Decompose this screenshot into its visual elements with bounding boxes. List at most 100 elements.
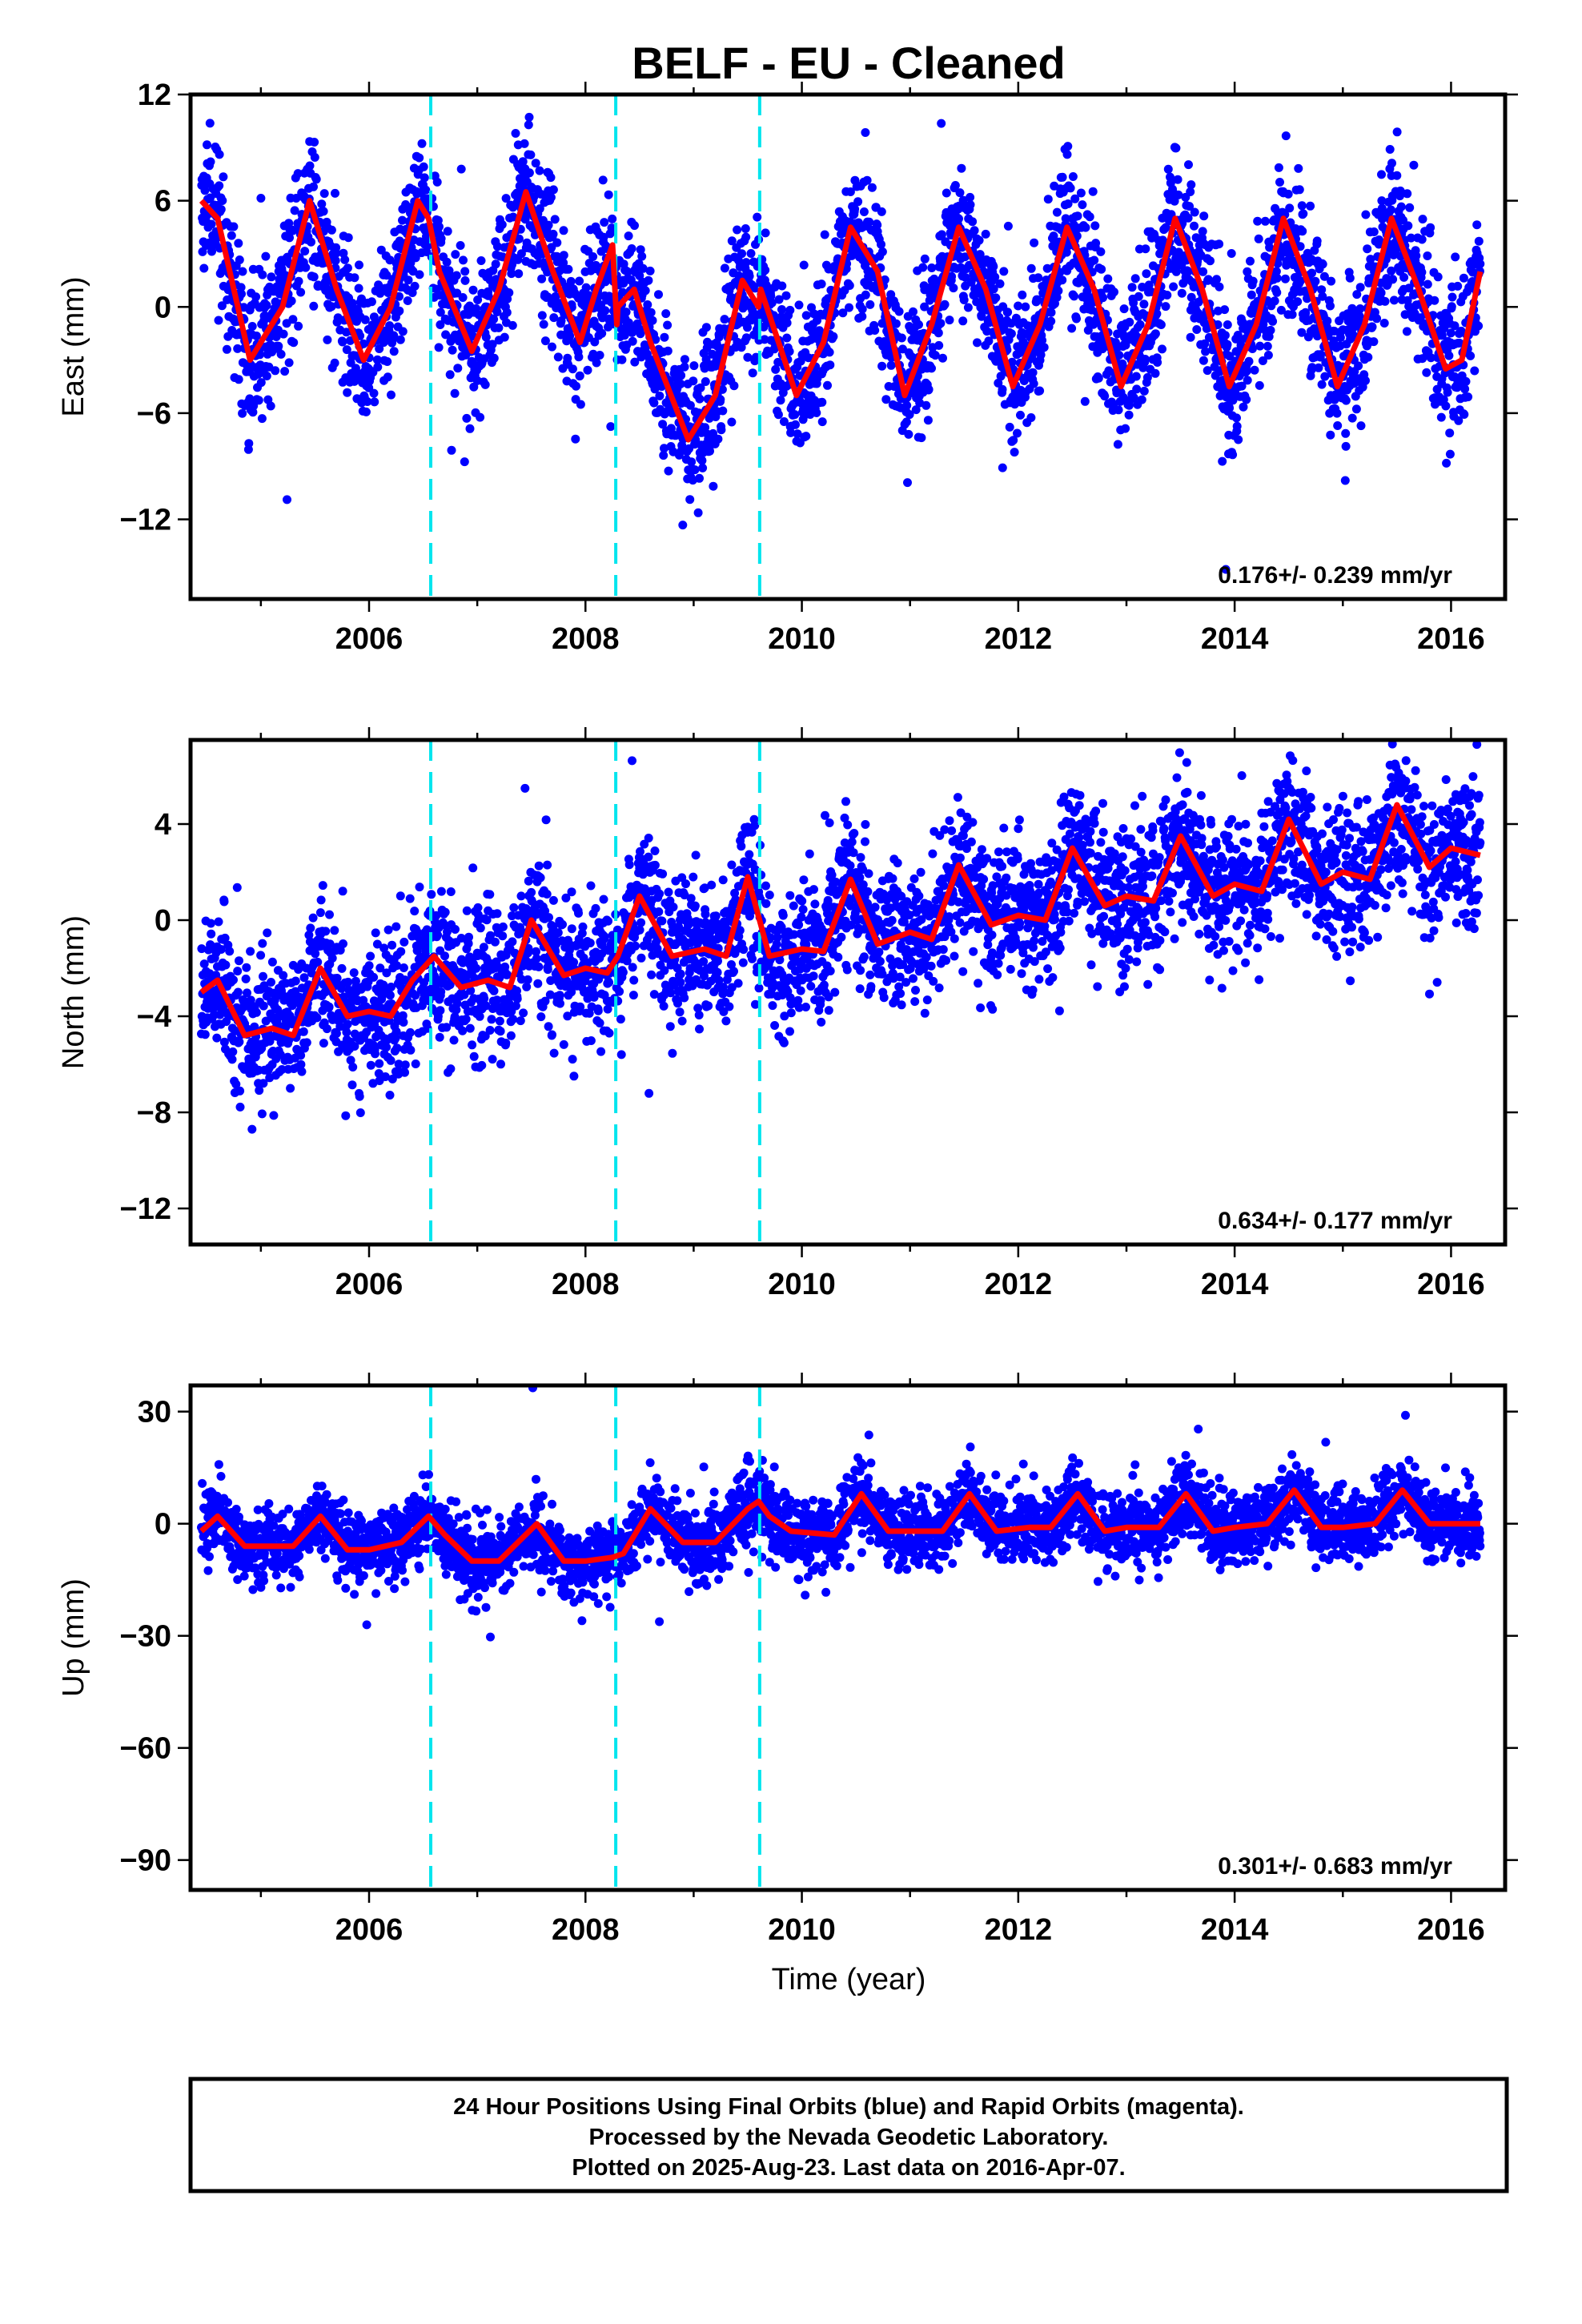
data-point (776, 396, 785, 405)
data-point (323, 1024, 331, 1034)
data-point (1377, 170, 1386, 179)
data-point (518, 157, 528, 167)
data-point (1223, 340, 1232, 349)
data-point (845, 281, 854, 290)
data-point (737, 343, 746, 352)
data-point (1028, 368, 1038, 377)
data-point (310, 153, 319, 162)
data-point (508, 1015, 518, 1024)
data-point (410, 281, 420, 291)
data-point (389, 331, 399, 340)
data-point (309, 301, 319, 311)
data-point (691, 435, 701, 444)
data-point (385, 1091, 395, 1100)
data-point (718, 406, 728, 416)
data-point (370, 397, 379, 407)
data-point (1212, 275, 1222, 284)
data-point (491, 259, 500, 269)
data-point (350, 1042, 359, 1051)
data-point (1341, 396, 1351, 405)
data-point (241, 974, 251, 983)
data-point (1297, 201, 1307, 211)
data-point (254, 396, 263, 405)
data-point (1225, 352, 1235, 361)
data-point (482, 915, 492, 925)
data-point (786, 428, 796, 437)
data-point (942, 188, 951, 198)
data-point (299, 1027, 308, 1036)
data-point (219, 1037, 229, 1047)
data-point (817, 397, 827, 407)
data-point (743, 352, 753, 362)
data-point (636, 329, 645, 339)
data-point (364, 961, 374, 971)
plot-area (197, 740, 1485, 1244)
data-point (1081, 223, 1090, 232)
data-point (331, 255, 340, 265)
data-point (820, 230, 829, 239)
data-point (1253, 216, 1263, 226)
data-point (392, 1043, 402, 1053)
data-point (339, 248, 348, 258)
data-point (487, 1015, 496, 1024)
data-point (950, 181, 960, 190)
data-point (1227, 249, 1236, 258)
data-point (1307, 268, 1316, 278)
data-point (261, 1016, 271, 1026)
data-point (1333, 421, 1343, 430)
data-point (1223, 320, 1232, 329)
data-point (383, 925, 393, 935)
data-point (753, 212, 762, 222)
data-point (920, 302, 930, 312)
data-point (958, 316, 968, 326)
data-point (1254, 234, 1263, 243)
data-point (289, 338, 299, 348)
data-point (799, 260, 809, 270)
data-point (373, 362, 383, 372)
data-point (522, 982, 532, 991)
data-point (1311, 276, 1320, 286)
data-point (628, 336, 637, 346)
data-point (524, 943, 533, 953)
data-point (761, 265, 770, 275)
data-point (1445, 428, 1455, 438)
data-point (342, 1027, 351, 1037)
data-point (654, 290, 663, 300)
data-point (773, 410, 783, 420)
data-point (440, 907, 450, 917)
data-point (917, 433, 926, 443)
data-point (1029, 379, 1038, 388)
data-point (539, 320, 548, 329)
data-point (231, 1080, 241, 1089)
data-point (995, 279, 1005, 288)
data-point (960, 252, 970, 262)
data-point (621, 308, 631, 317)
data-point (698, 463, 708, 472)
data-point (1114, 351, 1124, 360)
data-point (371, 928, 380, 938)
data-point (1080, 396, 1090, 406)
data-point (705, 446, 714, 456)
data-point (262, 372, 271, 380)
data-point (989, 284, 998, 294)
data-point (492, 909, 502, 919)
data-point (296, 1051, 306, 1060)
data-point (399, 1018, 408, 1027)
data-point (327, 954, 337, 963)
data-point (363, 397, 372, 406)
data-point (714, 332, 724, 342)
data-point (1070, 194, 1080, 203)
data-point (583, 365, 592, 375)
data-point (1396, 202, 1406, 211)
data-point (1250, 365, 1259, 375)
data-point (949, 283, 958, 293)
data-point (469, 1051, 479, 1061)
data-point (1299, 209, 1308, 219)
data-point (1271, 267, 1281, 276)
data-point (1317, 285, 1327, 295)
data-point (259, 1001, 268, 1011)
data-point (930, 274, 939, 283)
data-point (990, 272, 1000, 282)
data-point (338, 887, 347, 896)
data-point (400, 937, 409, 947)
